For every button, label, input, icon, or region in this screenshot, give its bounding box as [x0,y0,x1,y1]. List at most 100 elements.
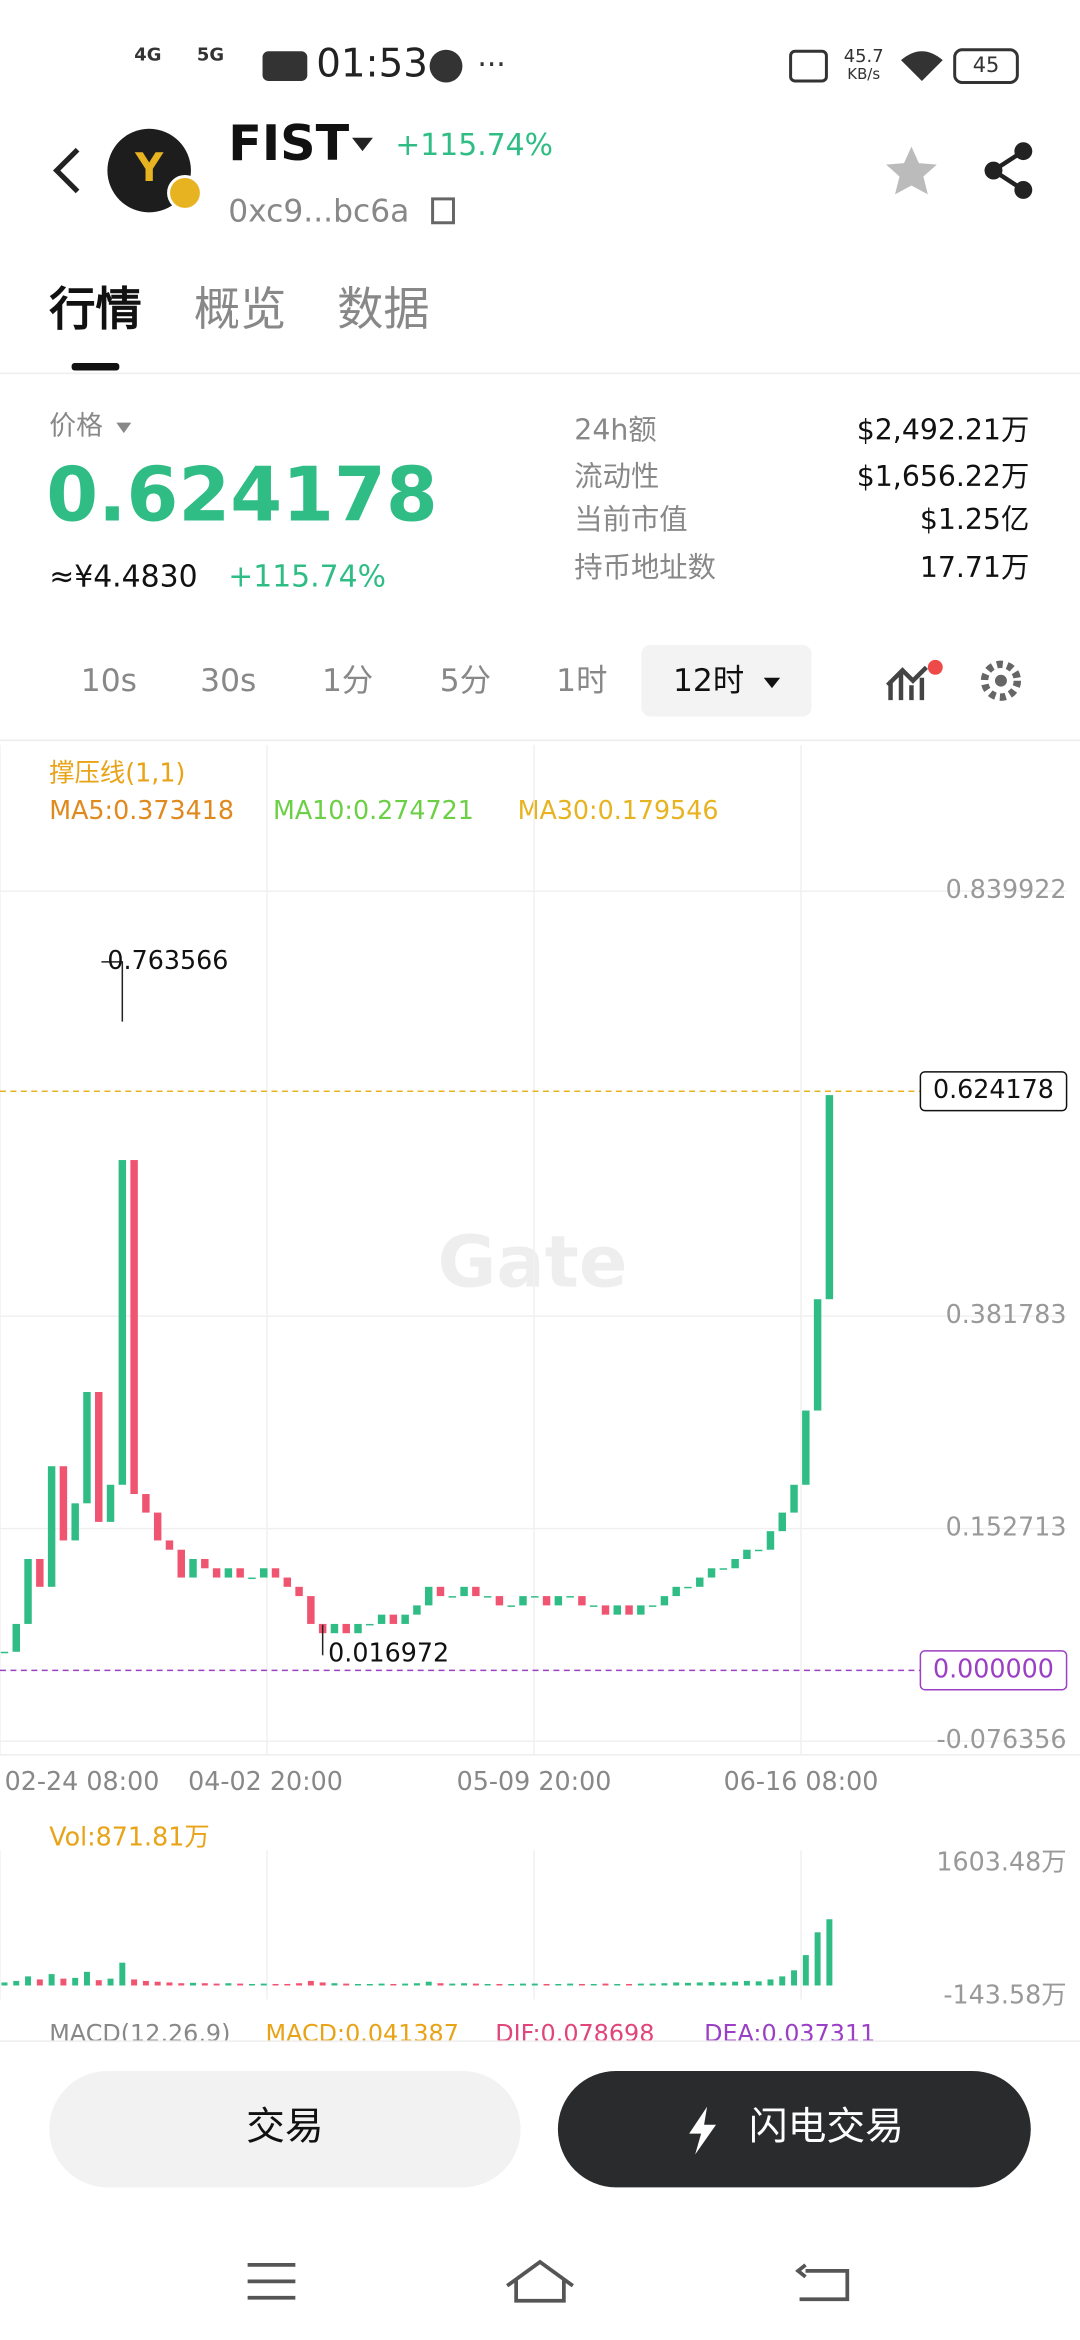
nav-menu[interactable] [247,2263,296,2300]
trade-button[interactable] [49,2070,521,2188]
dropdown[interactable] [116,422,132,434]
tab[interactable]: 概览 [194,282,286,336]
candle [212,1568,221,1578]
volume-bar [248,1983,255,1986]
candle [354,1623,362,1634]
volume-bar [225,1983,232,1986]
volume-bar [743,1980,750,1986]
flash-trade-label: 闪电交易 [749,2105,904,2150]
candle [743,1549,751,1559]
stat-label: 流动性 [574,460,659,493]
token-symbol[interactable]: FIST [228,114,349,172]
candle [106,1484,115,1522]
candle [330,1623,339,1634]
interval-selected[interactable]: 12时 [673,663,744,699]
network: 4G [134,45,161,66]
volume-bar [590,1983,597,1986]
dropdown[interactable] [352,137,373,152]
flash-trade-button[interactable] [557,2070,1031,2188]
candle [71,1503,79,1541]
volume-bar [720,1982,727,1986]
candle [672,1586,680,1597]
x-tick-label: 05-09 20:00 [457,1766,612,1796]
tab[interactable]: 数据 [337,282,429,336]
candle [519,1596,527,1606]
volume-bar [1,1982,8,1986]
candle [483,1596,492,1598]
volume-bar [708,1982,715,1986]
y-tick-label: 0.381783 [946,1299,1067,1329]
settings-icon[interactable] [980,660,1022,701]
volume-bar [355,1983,361,1986]
battery [953,48,1019,85]
volume-bar [60,1978,67,1986]
volume-bar [531,1983,538,1986]
dropdown[interactable] [763,677,781,689]
more: ··· [477,48,505,83]
interval[interactable]: 30s [200,663,256,699]
volume-bar [814,1932,821,1986]
candle [413,1605,421,1615]
volume-bar [496,1983,503,1986]
candle [625,1605,633,1615]
logo-glyph: Y [134,146,164,191]
volume-bar [555,1983,562,1986]
chain-badge [167,175,203,211]
low-label: 0.016972 [328,1638,449,1668]
volume-bar [378,1983,385,1986]
volume-bar [119,1962,126,1986]
volume-bar [649,1983,656,1986]
indicator-label: 撑压线(1,1) [49,758,185,788]
badge [927,659,943,675]
volume-bar [826,1919,833,1986]
candle [283,1577,292,1587]
volume-bar [779,1976,786,1986]
stat-value: $1.25亿 [920,503,1029,536]
copy-icon[interactable] [431,197,455,225]
candle [224,1568,233,1578]
candle [83,1391,91,1504]
volume-bar [791,1970,798,1986]
candle [637,1605,645,1615]
x-tick-label: 02-24 08:00 [5,1766,160,1796]
candle [436,1586,445,1597]
candle [307,1596,315,1624]
volume-bar [413,1983,420,1986]
interval[interactable]: 5分 [440,663,491,699]
nav-home[interactable] [506,2259,574,2303]
volume-tick-label: -143.58万 [943,1979,1066,2009]
volume-bar [684,1982,691,1986]
volume-bar [166,1982,173,1986]
price-value: 0.624178 [46,452,438,539]
back-button[interactable] [52,147,80,194]
volume-bar [36,1979,43,1986]
interval[interactable]: 10s [81,663,137,699]
favorite-star[interactable] [886,146,937,195]
volume-bar [48,1974,55,1986]
volume-bar [437,1983,444,1986]
volume-bar [390,1983,397,1986]
interval[interactable]: 1分 [322,663,373,699]
candle [707,1568,716,1578]
battery-level: 45 [973,53,1000,77]
high-marker [101,961,124,1022]
volume-bar [72,1977,79,1986]
interval[interactable]: 1时 [556,663,607,699]
nav-back[interactable] [795,2263,850,2302]
volume-bar [95,1980,102,1986]
indicator-icon[interactable] [885,665,928,701]
candle [802,1410,810,1485]
candle [542,1596,551,1606]
stat-label: 持币地址数 [574,551,716,584]
candle [12,1623,20,1652]
tab-active[interactable]: 行情 [49,282,141,336]
volume-bar [626,1983,633,1986]
candle [165,1540,174,1550]
check-icon [429,49,463,83]
network: 5G [197,45,224,66]
candle [271,1568,280,1578]
volume-bar [296,1983,303,1986]
share-icon[interactable] [984,142,1033,199]
interval-selected-bg [641,644,812,717]
